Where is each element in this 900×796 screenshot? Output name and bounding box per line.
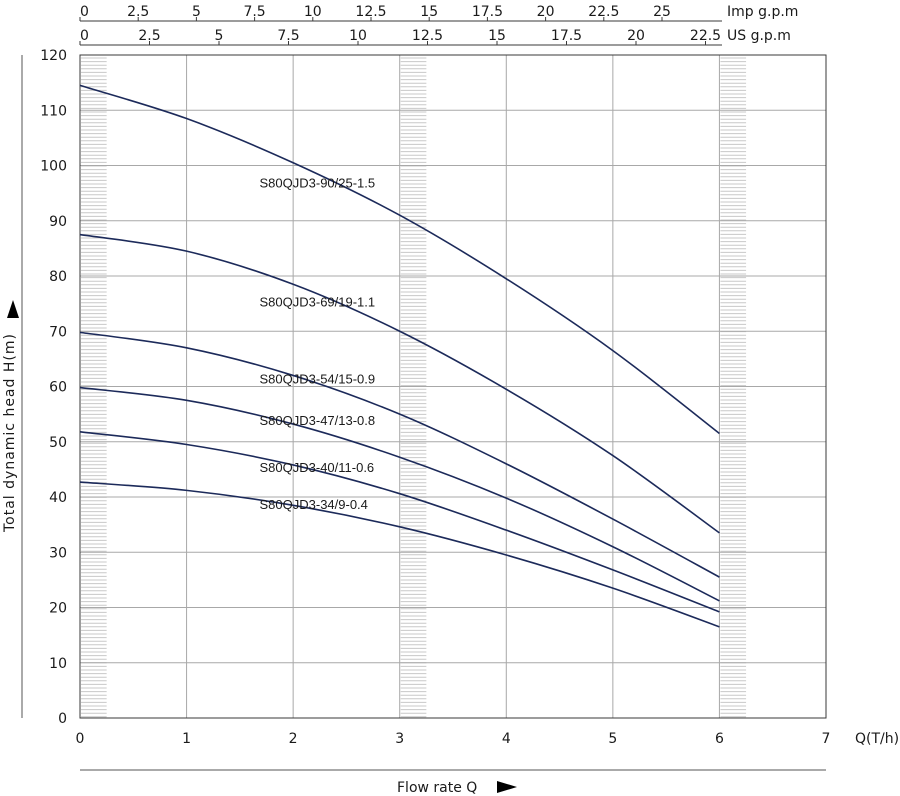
x-tick-label: 6 — [715, 731, 724, 747]
x-tick-label: 7 — [822, 731, 831, 747]
curve-1 — [79, 233, 720, 534]
plot-area-frame — [79, 54, 827, 719]
top-axis-title: Imp g.p.m — [727, 4, 798, 20]
curve-label-0: S80QJD3-90/25-1.5 — [260, 176, 376, 191]
top-axis-tick-label: 22.5 — [690, 28, 721, 44]
x-tick-label: 5 — [608, 731, 617, 747]
top-axis-tick-label: 25 — [653, 4, 671, 20]
y-axis-ticks: 0 10 20 30 40 50 60 70 80 90 100 110 120 — [40, 48, 67, 727]
x-tick-label: 3 — [395, 731, 404, 747]
y-axis-title: Total dynamic head H(m) — [2, 333, 18, 533]
top-axis-tick-label: 5 — [192, 4, 201, 20]
top-axis-tick-label: 2.5 — [127, 4, 149, 20]
top-axis-tick-label: 15 — [488, 28, 506, 44]
top-axis-tick-label: 0 — [80, 28, 89, 44]
x-tick-label: 1 — [182, 731, 191, 747]
top-axis-title: US g.p.m — [727, 28, 791, 44]
x-axis-arrow-icon — [497, 781, 517, 793]
grid-lines — [79, 54, 827, 719]
top-axis-tick-label: 10 — [349, 28, 367, 44]
y-tick-label: 110 — [40, 103, 67, 119]
top-axes: 0 2.5 5 7.5 10 12.5 15 17.5 20 22.5 25 Imp g.p.m 0 2.… — [79, 4, 798, 46]
x-axis-ticks: 0 1 2 3 4 5 6 7 — [76, 731, 831, 747]
y-tick-label: 20 — [49, 601, 67, 617]
curve-0 — [79, 84, 720, 435]
y-tick-label: 100 — [40, 159, 67, 175]
top-axis-tick-label: 12.5 — [412, 28, 443, 44]
curve-4 — [79, 431, 720, 613]
x-axis-title: Flow rate Q — [397, 780, 477, 796]
x-tick-label: 2 — [289, 731, 298, 747]
top-axis-tick-label: 20 — [537, 4, 555, 20]
top-axis-tick-label: 10 — [304, 4, 322, 20]
top-axis-0: 0 2.5 5 7.5 10 12.5 15 17.5 20 22.5 25 Imp g.p.m — [79, 4, 798, 22]
y-tick-label: 40 — [49, 490, 67, 506]
x-tick-label: 0 — [76, 731, 85, 747]
curve-2 — [79, 331, 720, 578]
y-tick-label: 30 — [49, 545, 67, 561]
hatched-band-1 — [400, 57, 427, 718]
top-axis-tick-label: 15 — [420, 4, 438, 20]
y-tick-label: 90 — [49, 214, 67, 230]
top-axis-tick-label: 7.5 — [243, 4, 265, 20]
x-tick-label: 4 — [502, 731, 511, 747]
hatched-band-2 — [720, 57, 747, 718]
y-tick-label: 60 — [49, 380, 67, 396]
top-axis-tick-label: 22.5 — [588, 4, 619, 20]
curve-5 — [79, 481, 720, 628]
y-tick-label: 10 — [49, 656, 67, 672]
x-axis-unit: Q(T/h) — [855, 731, 899, 747]
y-tick-label: 50 — [49, 435, 67, 451]
hatched-band-0 — [81, 57, 107, 718]
top-axis-tick-label: 2.5 — [138, 28, 160, 44]
y-tick-label: 70 — [49, 324, 67, 340]
top-axis-tick-label: 17.5 — [472, 4, 503, 20]
curve-label-3: S80QJD3-47/13-0.8 — [260, 413, 376, 428]
top-axis-tick-label: 20 — [627, 28, 645, 44]
top-axis-tick-label: 7.5 — [277, 28, 299, 44]
top-axis-tick-label: 0 — [80, 4, 89, 20]
y-tick-label: 80 — [49, 269, 67, 285]
y-axis-arrow-icon — [7, 300, 19, 318]
top-axis-tick-label: 17.5 — [551, 28, 582, 44]
pump-curves — [79, 84, 720, 628]
top-axis-tick-label: 12.5 — [355, 4, 386, 20]
curve-label-5: S80QJD3-34/9-0.4 — [260, 497, 368, 512]
curve-label-2: S80QJD3-54/15-0.9 — [260, 372, 376, 387]
curve-label-4: S80QJD3-40/11-0.6 — [260, 460, 375, 475]
y-tick-label: 0 — [58, 711, 67, 727]
y-tick-label: 120 — [40, 48, 67, 64]
curve-label-1: S80QJD3-69/19-1.1 — [260, 294, 376, 309]
top-axis-tick-label: 5 — [215, 28, 224, 44]
curve-labels: S80QJD3-90/25-1.5 S80QJD3-69/19-1.1 S80QJD… — [260, 176, 376, 513]
curve-3 — [79, 386, 720, 602]
hatched-bands — [81, 57, 747, 718]
top-axis-1: 0 2.5 5 7.5 10 12.5 15 17.5 20 22.5 US g.p.m — [79, 28, 791, 46]
